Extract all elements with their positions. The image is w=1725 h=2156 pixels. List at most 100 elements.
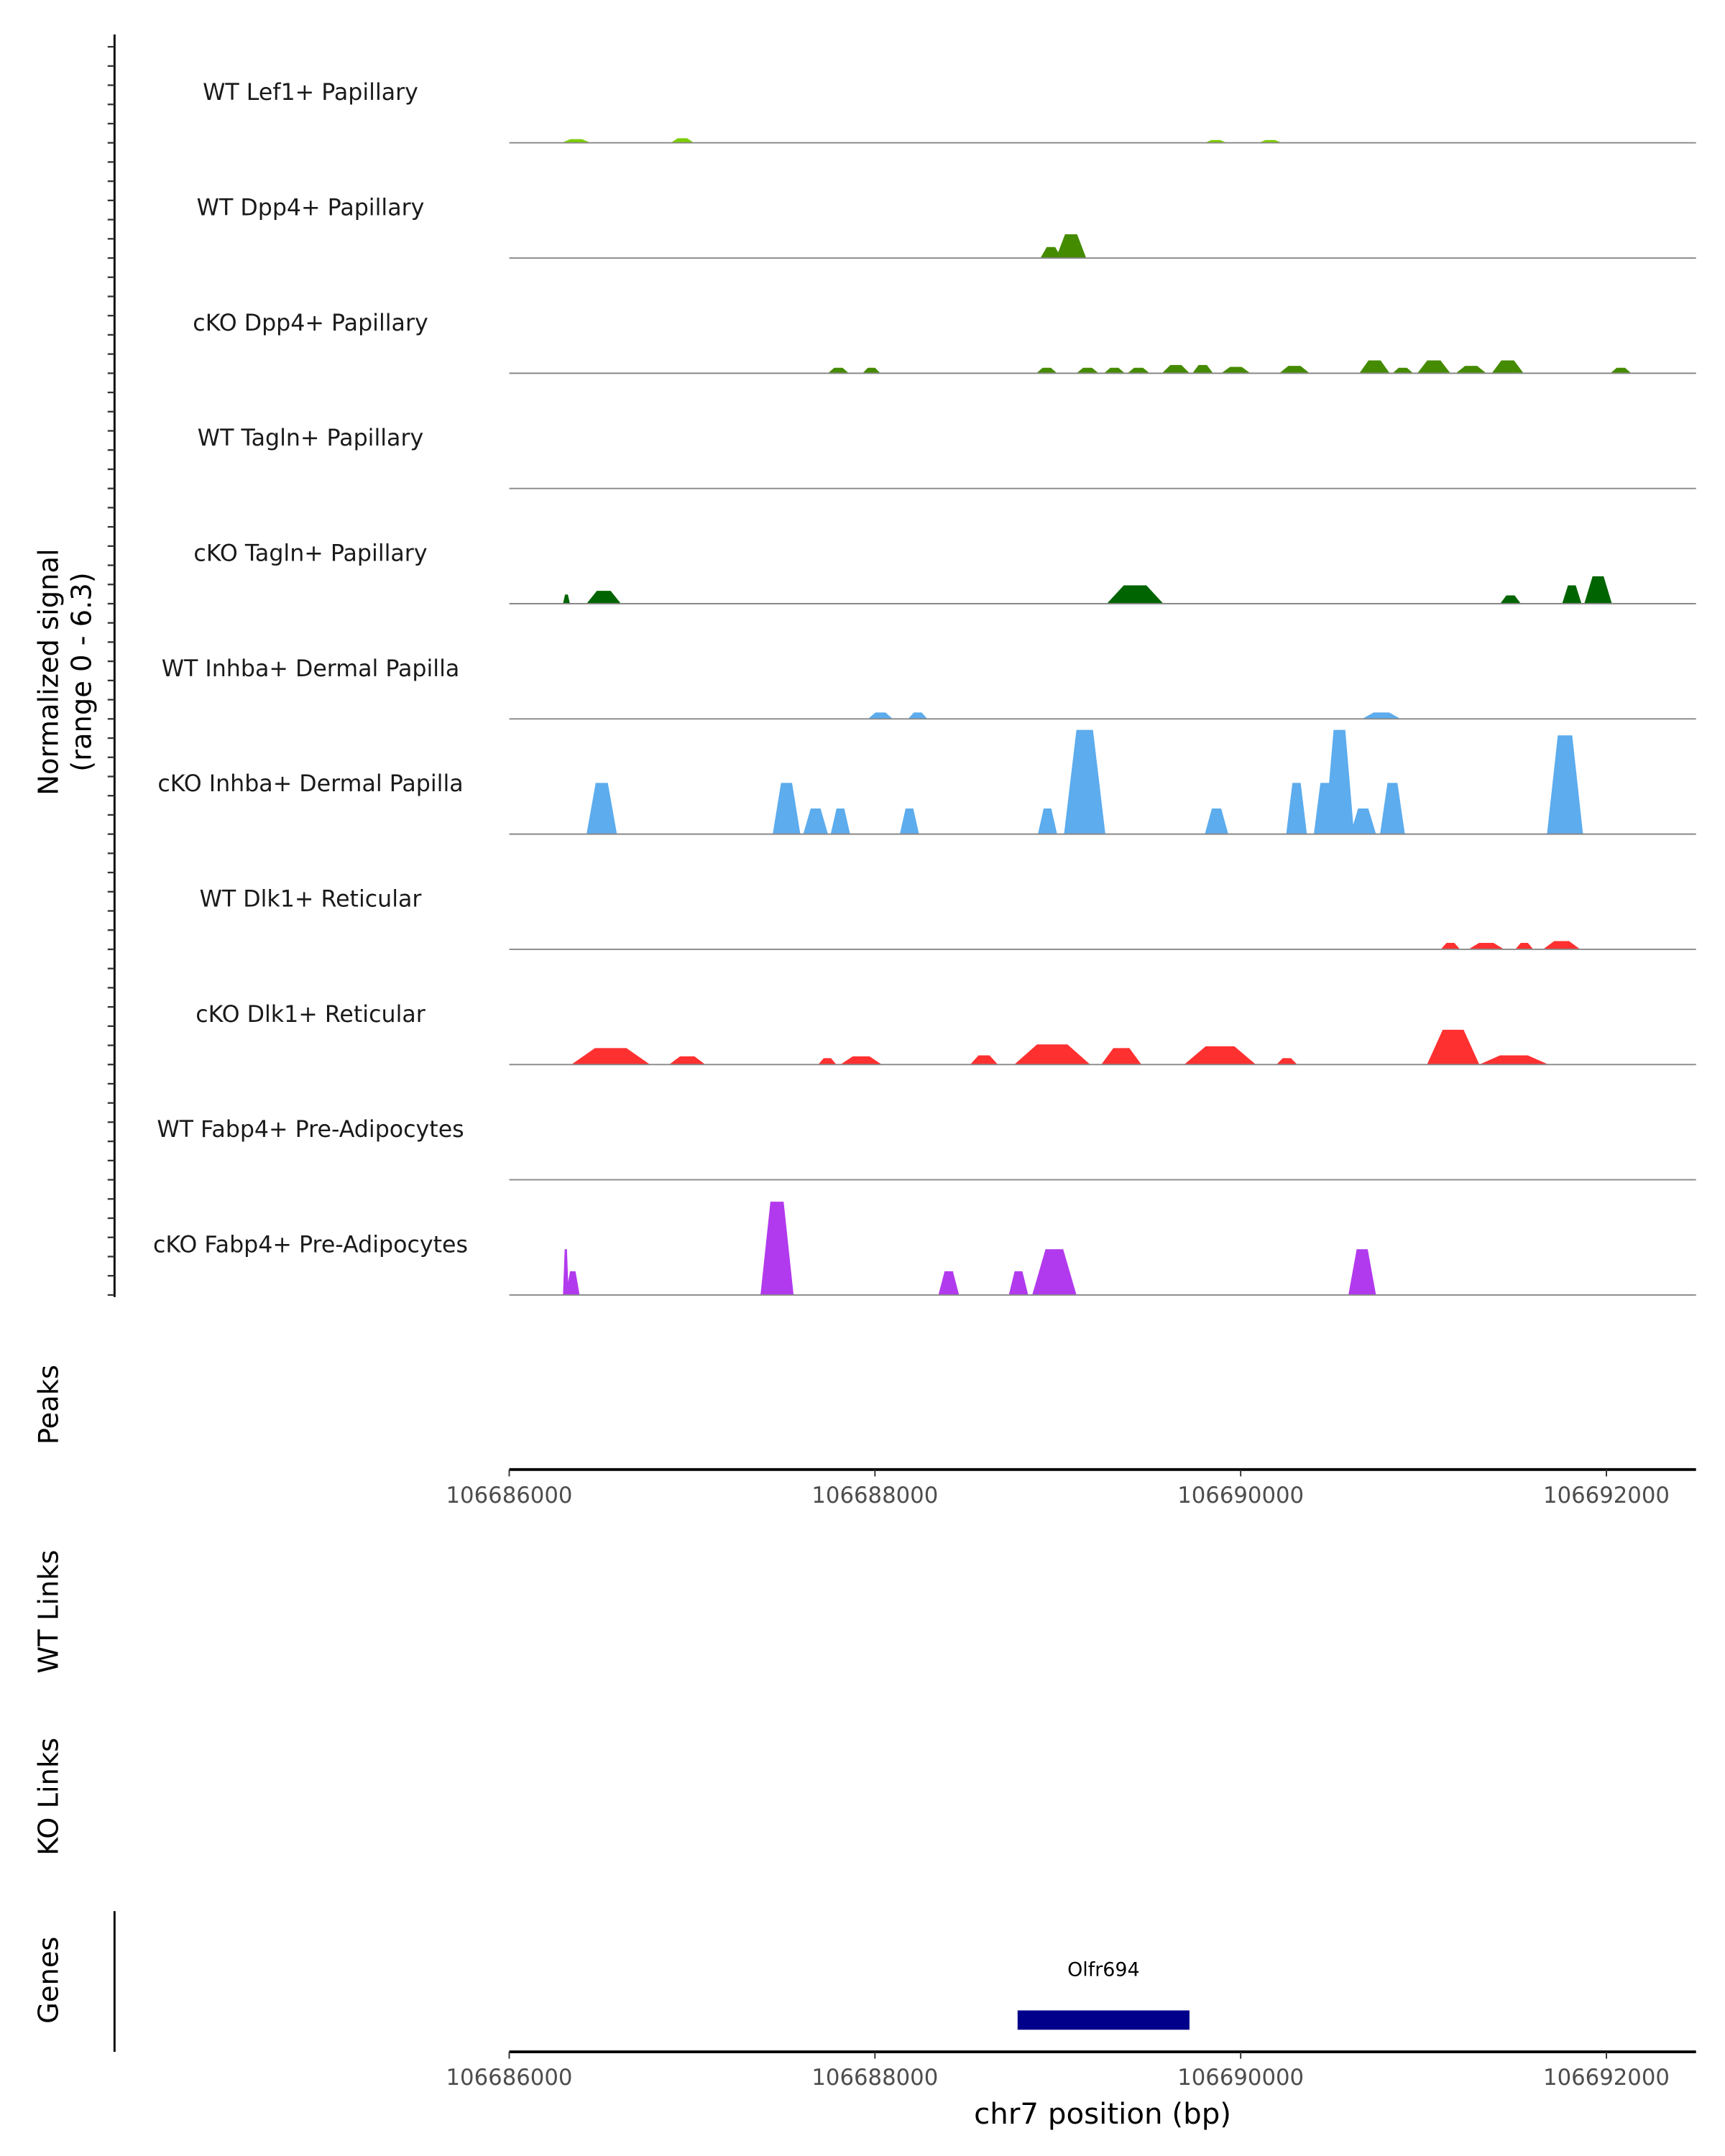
track: cKO Inhba+ Dermal Papilla — [157, 729, 1696, 835]
signal-peak — [1205, 808, 1228, 834]
ko-links-panel-label: KO Links — [33, 1738, 65, 1856]
track: WT Dlk1+ Reticular — [200, 886, 1696, 950]
y-axis-label-range: (range 0 - 6.3) — [66, 572, 98, 771]
track-label: cKO Inhba+ Dermal Papilla — [157, 771, 463, 797]
signal-peak — [803, 808, 828, 834]
signal-peak — [1127, 367, 1150, 374]
track: WT Tagln+ Papillary — [198, 425, 1696, 489]
track-label: WT Inhba+ Dermal Papilla — [162, 656, 460, 682]
peaks-x-axis: 106686000 106688000 106690000 106692000 — [446, 1468, 1696, 1508]
gene-track: Olfr694 — [1017, 1958, 1190, 2030]
y-axis-label: Normalized signal — [33, 548, 65, 795]
x-tick-label: 106692000 — [1543, 2065, 1670, 2091]
signal-peak — [899, 808, 919, 834]
signal-peak — [1040, 247, 1062, 259]
signal-peak — [773, 783, 801, 834]
peaks-panel-label: Peaks — [33, 1365, 65, 1445]
track-label: cKO Dlk1+ Reticular — [196, 1002, 426, 1028]
signal-peak — [561, 139, 591, 143]
x-tick-label: 106688000 — [811, 1483, 938, 1508]
signal-peak — [1036, 367, 1057, 374]
track: cKO Fabp4+ Pre-Adipocytes — [153, 1202, 1696, 1296]
signal-peak — [970, 1055, 998, 1065]
signal-tracks: WT Lef1+ Papillary WT Dpp4+ Papillary cKO … — [153, 80, 1696, 1296]
signal-peak — [1286, 783, 1307, 834]
signal-peak — [1279, 366, 1310, 374]
signal-peak — [1584, 576, 1612, 604]
signal-peak — [1610, 367, 1632, 374]
signal-peak — [1417, 360, 1450, 374]
signal-peak — [1440, 943, 1460, 949]
signal-peak — [586, 591, 621, 604]
signal-peak — [830, 808, 850, 834]
signal-peak — [1076, 367, 1099, 374]
signal-peak — [1014, 1044, 1090, 1065]
signal-peak — [840, 1056, 882, 1065]
track-label: WT Fabp4+ Pre-Adipocytes — [157, 1117, 464, 1143]
track-label: WT Lef1+ Papillary — [203, 80, 418, 106]
genes-x-axis: 106686000 106688000 106690000 106692000 — [446, 2050, 1696, 2091]
track: cKO Tagln+ Papillary — [193, 540, 1696, 604]
signal-peak — [566, 1271, 580, 1295]
signal-peak — [1427, 1029, 1480, 1065]
track-label: WT Dpp4+ Papillary — [197, 195, 425, 221]
track-label: WT Tagln+ Papillary — [198, 425, 423, 451]
x-tick-label: 106692000 — [1543, 1483, 1670, 1508]
x-tick-label: 106690000 — [1177, 2065, 1304, 2091]
genes-panel-label: Genes — [33, 1937, 65, 2024]
gene-label: Olfr694 — [1067, 1958, 1139, 1981]
track: WT Dpp4+ Papillary — [197, 195, 1696, 259]
track-label: cKO Fabp4+ Pre-Adipocytes — [153, 1232, 468, 1258]
signal-peak — [1468, 943, 1504, 949]
track: WT Fabp4+ Pre-Adipocytes — [157, 1117, 1696, 1181]
signal-peak — [1479, 1055, 1549, 1065]
signal-peak — [563, 594, 570, 604]
signal-peak — [1362, 712, 1401, 719]
signal-peak — [1162, 364, 1190, 374]
signal-peak — [938, 1271, 960, 1295]
signal-peak — [1192, 364, 1213, 374]
track-label: cKO Dpp4+ Papillary — [193, 310, 428, 336]
signal-peak — [671, 138, 694, 143]
wt-links-panel-label: WT Links — [33, 1549, 65, 1673]
signal-peak — [1101, 1048, 1142, 1065]
signal-peak — [1056, 234, 1087, 259]
signal-peak — [1348, 1249, 1376, 1295]
x-tick-label: 106686000 — [446, 1483, 573, 1508]
signal-peak — [862, 367, 880, 374]
signal-peak — [669, 1056, 706, 1065]
signal-peak — [908, 712, 928, 719]
signal-peak — [1106, 585, 1164, 604]
signal-peak — [1500, 595, 1521, 604]
signal-peak — [1491, 360, 1524, 374]
signal-peak — [1380, 783, 1405, 834]
signal-peak — [868, 712, 893, 719]
signal-peak — [1359, 360, 1390, 374]
signal-peak — [586, 783, 617, 834]
x-tick-label: 106686000 — [446, 2065, 573, 2091]
signal-peak — [1032, 1249, 1077, 1295]
track: WT Inhba+ Dermal Papilla — [162, 656, 1696, 720]
signal-peak — [1008, 1271, 1029, 1295]
signal-y-ticks — [107, 45, 115, 1296]
signal-peak — [1221, 367, 1251, 374]
signal-peak — [818, 1058, 837, 1065]
signal-peak — [1276, 1058, 1297, 1065]
signal-peak — [1064, 729, 1105, 834]
x-tick-label: 106688000 — [811, 2065, 938, 2091]
signal-peak — [1562, 585, 1582, 604]
signal-peak — [571, 1048, 650, 1065]
signal-peak — [1350, 808, 1376, 834]
track: cKO Dlk1+ Reticular — [196, 1002, 1696, 1066]
signal-peak — [827, 367, 849, 374]
x-tick-label: 106690000 — [1177, 1483, 1304, 1508]
signal-peak — [1455, 366, 1486, 374]
signal-peak — [1104, 367, 1125, 374]
signal-peak — [1325, 729, 1354, 834]
signal-peak — [1547, 735, 1583, 834]
signal-peak — [1542, 941, 1581, 949]
signal-peak — [760, 1202, 794, 1295]
signal-peak — [1184, 1046, 1256, 1065]
signal-peak — [1038, 808, 1057, 834]
